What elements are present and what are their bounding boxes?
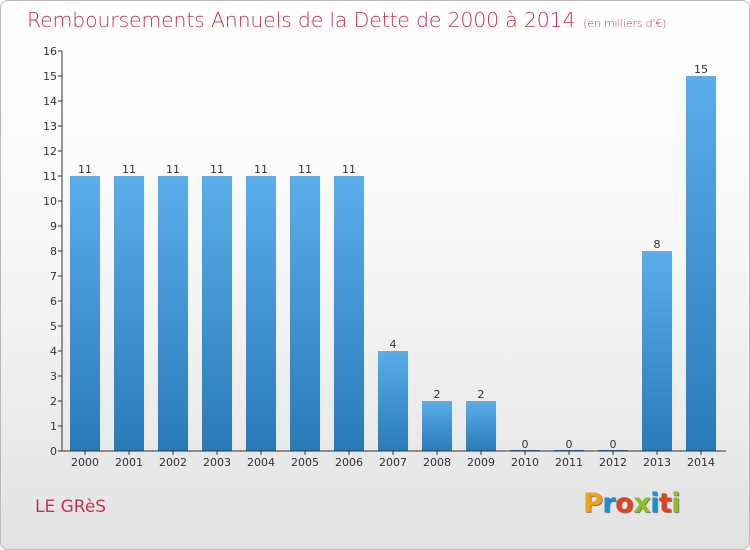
x-tick-label-2006: 2006 [335,456,363,469]
chart-title: Remboursements Annuels de la Dette de 20… [27,8,666,32]
y-tick-label: 11 [43,170,57,183]
x-tick-label-2000: 2000 [71,456,99,469]
data-label-2009: 2 [478,388,485,401]
x-tick-label-2010: 2010 [511,456,539,469]
y-tick-label: 8 [50,245,57,258]
x-axis: 2000 2001 2002 2003 2004 2005 2006 2007 2008 2009… [62,450,726,469]
y-tick-label: 6 [50,295,57,308]
y-tick-label: 3 [50,370,57,383]
data-label-2006: 11 [342,163,356,176]
x-tick-label-2002: 2002 [159,456,187,469]
y-tick-label: 0 [50,445,57,458]
data-label-2011: 0 [566,438,573,451]
y-tick-label: 15 [43,70,57,83]
bars: 11 11 11 11 11 11 11 4 2 2 0 0 0 8 15 [70,63,716,451]
bar-2009 [466,401,496,451]
data-label-2000: 11 [78,163,92,176]
data-label-2001: 11 [122,163,136,176]
y-tick-label: 5 [50,320,57,333]
y-tick-label: 14 [43,95,57,108]
data-label-2008: 2 [434,388,441,401]
x-tick-label-2012: 2012 [599,456,627,469]
bar-2002 [158,176,188,451]
data-label-2014: 15 [694,63,708,76]
bar-2014 [686,76,716,451]
y-tick-label: 7 [50,270,57,283]
y-tick-label: 12 [43,145,57,158]
x-tick-label-2005: 2005 [291,456,319,469]
y-tick-label: 4 [50,345,57,358]
x-tick-label-2007: 2007 [379,456,407,469]
bar-2003 [202,176,232,451]
x-tick-label-2003: 2003 [203,456,231,469]
y-tick-label: 2 [50,395,57,408]
data-label-2003: 11 [210,163,224,176]
commune-name: LE GRèS [35,497,107,517]
data-label-2007: 4 [390,338,397,351]
bar-2006 [334,176,364,451]
bar-2004 [246,176,276,451]
bar-2007 [378,351,408,451]
bar-2005 [290,176,320,451]
data-label-2002: 11 [166,163,180,176]
y-tick-label: 1 [50,420,57,433]
logo-letter: i [650,488,659,519]
x-tick-label-2001: 2001 [115,456,143,469]
bar-2000 [70,176,100,451]
x-tick-label-2011: 2011 [555,456,583,469]
bar-2001 [114,176,144,451]
proxiti-logo: Proxiti [583,488,681,519]
logo-letter: x [633,488,651,519]
chart-title-text: Remboursements Annuels de la Dette de 20… [27,8,576,32]
y-tick-label: 13 [43,120,57,133]
bar-2013 [642,251,672,451]
x-tick-label-2008: 2008 [423,456,451,469]
y-tick-label: 16 [43,45,57,58]
data-label-2004: 11 [254,163,268,176]
bar-2008 [422,401,452,451]
y-tick-label: 10 [43,195,57,208]
logo-letter: i [671,488,681,519]
data-label-2010: 0 [522,438,529,451]
data-label-2012: 0 [610,438,617,451]
logo-letter: r [602,488,616,519]
x-tick-label-2004: 2004 [247,456,275,469]
logo-letter: t [658,488,672,519]
logo-letter: P [583,488,603,519]
chart-unit-note: (en milliers d'€) [583,17,667,30]
logo-letter: o [615,488,634,519]
x-tick-label-2014: 2014 [687,456,715,469]
x-tick-label-2013: 2013 [643,456,671,469]
data-label-2005: 11 [298,163,312,176]
x-tick-label-2009: 2009 [467,456,495,469]
y-tick-label: 9 [50,220,57,233]
data-label-2013: 8 [654,238,661,251]
